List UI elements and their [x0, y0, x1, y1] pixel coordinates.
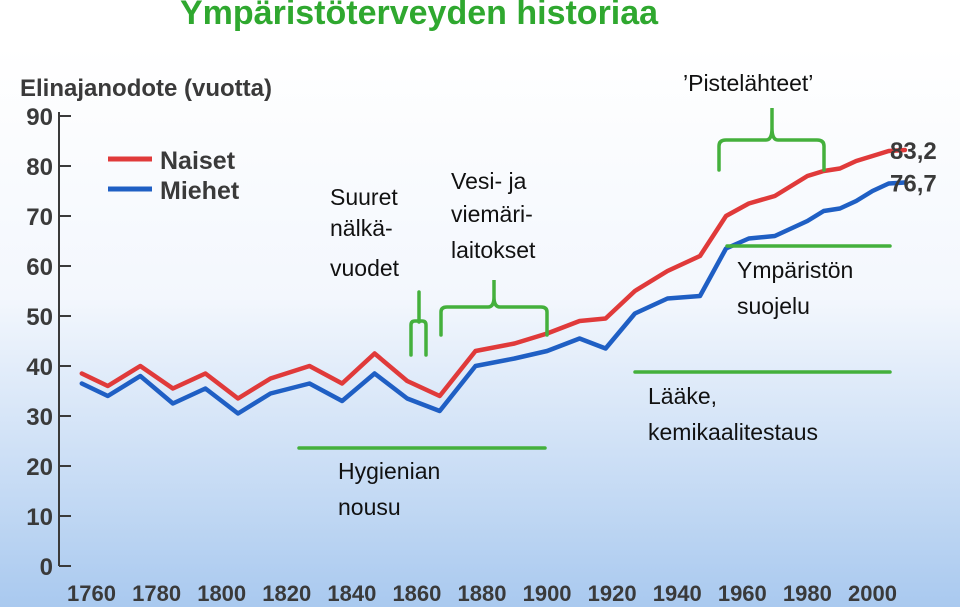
annotation-suojelu-line2: suojelu	[737, 293, 810, 319]
x-tick-label: 1980	[783, 581, 832, 606]
annotation-texts: Suuret nälkä- vuodet Vesi- ja viemäri- l…	[330, 70, 853, 520]
annotation-hygienia-line1: Hygienian	[338, 458, 440, 484]
series-layer	[79, 147, 908, 416]
x-tick-label: 1860	[392, 581, 441, 606]
x-tick-label: 1880	[458, 581, 507, 606]
annotation-hygienia-line2: nousu	[338, 494, 401, 520]
x-tick-label: 1940	[653, 581, 702, 606]
x-tick-label: 1820	[262, 581, 311, 606]
chart-background	[0, 46, 960, 607]
end-label-naiset: 83,2	[890, 138, 937, 165]
x-tick-label: 1900	[523, 581, 572, 606]
annotation-pistelahteet: ’Pistelähteet’	[683, 70, 813, 96]
y-axis-label: Elinajanodote (vuotta)	[20, 75, 272, 102]
y-tick-label: 50	[26, 304, 53, 331]
x-tick-label: 2000	[848, 581, 897, 606]
y-tick-label: 20	[26, 454, 53, 481]
annotation-vesi-line3: laitokset	[451, 237, 536, 263]
bracket-vesi-viemari	[439, 280, 549, 337]
annotation-vesi-line1: Vesi- ja	[451, 168, 527, 194]
legend: Naiset Miehet	[108, 147, 240, 205]
y-tick-label: 30	[26, 404, 53, 431]
annotation-markers	[297, 108, 892, 450]
annotation-nalkavuodet-line2: nälkä-	[330, 215, 393, 241]
legend-label-naiset: Naiset	[160, 147, 236, 175]
x-tick-label: 1800	[197, 581, 246, 606]
x-tick-label: 1760	[67, 581, 116, 606]
axes: 0 10 20 30 40 50 60 70 80 90 1760 1780 1800 1820 1840 1…	[26, 104, 897, 606]
legend-label-miehet: Miehet	[160, 177, 240, 205]
end-labels: 83,2 76,7	[890, 138, 937, 198]
annotation-laake-line2: kemikaalitestaus	[648, 419, 818, 445]
annotation-suojelu-line1: Ympäristön	[737, 257, 853, 283]
x-tick-label: 1780	[132, 581, 181, 606]
series-line-miehet	[79, 180, 908, 416]
series-line-naiset	[79, 147, 908, 401]
bracket-pistelahteet	[717, 108, 826, 172]
y-tick-label: 90	[26, 104, 53, 131]
x-tick-label: 1920	[588, 581, 637, 606]
x-tick-label: 1960	[718, 581, 767, 606]
y-tick-label: 70	[26, 204, 53, 231]
page-title: Ympäristöterveyden historiaa	[180, 0, 659, 32]
y-tick-label: 60	[26, 254, 53, 281]
annotation-nalkavuodet-line3: vuodet	[330, 255, 400, 281]
y-tick-label: 80	[26, 154, 53, 181]
y-tick-label: 40	[26, 354, 53, 381]
annotation-laake-line1: Lääke,	[648, 383, 717, 409]
y-tick-label: 10	[26, 504, 53, 531]
end-label-miehet: 76,7	[890, 171, 937, 198]
x-tick-label: 1840	[327, 581, 376, 606]
annotation-nalkavuodet-line1: Suuret	[330, 184, 398, 210]
y-tick-label: 0	[40, 554, 53, 581]
annotation-vesi-line2: viemäri-	[451, 201, 533, 227]
